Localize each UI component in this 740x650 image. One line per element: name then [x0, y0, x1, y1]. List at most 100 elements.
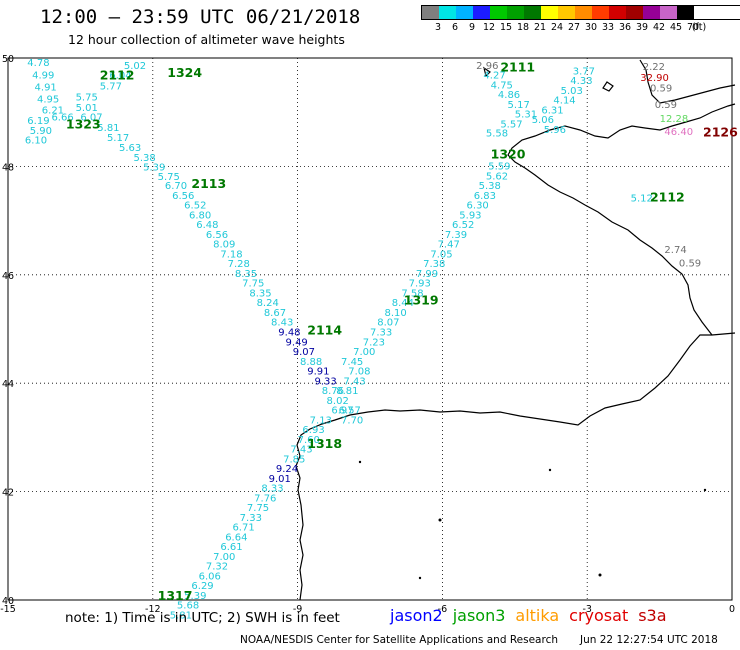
- color-bin-label: 70: [686, 22, 700, 33]
- wave-height-label: 5.02: [124, 61, 146, 72]
- wave-height-label: 6.66: [51, 112, 73, 123]
- coastline: [295, 59, 736, 601]
- color-swatch: [660, 6, 677, 19]
- wave-height-label: 7.05: [430, 249, 452, 260]
- wave-height-label: 6.10: [25, 136, 47, 147]
- pass-number-label: 1318: [307, 436, 342, 451]
- pass-number-label: 2111: [500, 60, 535, 75]
- wave-height-label: 6.48: [196, 220, 218, 231]
- wave-height-label: 6.61: [220, 542, 242, 553]
- pass-number-label: 1324: [167, 65, 202, 80]
- color-bin-label: 18: [516, 22, 530, 33]
- lon-tick-label: -9: [293, 604, 302, 615]
- wave-height-label: 6.21: [42, 105, 64, 116]
- wave-height-label: 9.07: [293, 347, 315, 358]
- wave-height-label: 7.76: [254, 493, 276, 504]
- satellite-cryosat: cryosat: [569, 606, 629, 625]
- color-scale-labels: 3 6 9 12 15 18 21 24 27 30 33 36 39 42 45 70 (ft): [421, 20, 740, 34]
- pass-labels: 2112 1324 1323 2113 2114 1319 1318 1317 2111 1320…: [66, 60, 738, 603]
- wave-height-label: 8.24: [257, 298, 279, 309]
- color-bin-label: 24: [550, 22, 564, 33]
- color-bin-label: 15: [499, 22, 513, 33]
- wave-height-label: 8.43: [271, 318, 293, 329]
- color-bin-label: 6: [451, 22, 459, 33]
- lon-tick-label: 0: [729, 604, 735, 615]
- wave-height-label: 5.58: [486, 129, 508, 140]
- coastline-france-west: [507, 103, 736, 336]
- wave-height-label: 7.43: [343, 376, 365, 387]
- pass-number-label: 1320: [491, 146, 526, 161]
- island: [548, 468, 552, 472]
- wave-height-label: 9.24: [276, 464, 298, 475]
- wave-height-label: 4.33: [570, 76, 592, 87]
- axis-labels: -15 -12 -9 -6 -3 0 50 48 46 44 42 40: [0, 54, 735, 615]
- wave-height-label: 5.68: [177, 601, 199, 612]
- wave-height-label: 6.29: [191, 581, 213, 592]
- wave-height-label: 7.32: [206, 562, 228, 573]
- color-swatch: [524, 6, 541, 19]
- wave-height-label: 7.85: [283, 454, 305, 465]
- islands: [358, 460, 707, 580]
- wave-height-label: 8.07: [377, 318, 399, 329]
- wave-height-label: 6.56: [172, 191, 194, 202]
- wave-height-label: 9.91: [307, 367, 329, 378]
- pass-number-label: 1319: [404, 293, 439, 308]
- satellite-jason3: jason3: [452, 606, 506, 625]
- color-bin-label: 45: [669, 22, 683, 33]
- wave-height-label: 5.59: [488, 162, 510, 173]
- island: [358, 460, 362, 464]
- wave-height-label: 7.33: [240, 513, 262, 524]
- color-swatch: [541, 6, 558, 19]
- wave-height-label: 0.59: [655, 100, 677, 111]
- color-swatch: [439, 6, 456, 19]
- color-bin-label: 39: [635, 22, 649, 33]
- wave-height-label: 8.09: [213, 240, 235, 251]
- wave-height-label: 0.59: [679, 259, 701, 270]
- wave-height-label: 5.39: [143, 163, 165, 174]
- wave-height-label: 9.48: [278, 328, 300, 339]
- color-bin-label: 42: [652, 22, 666, 33]
- satellite-altika: altika: [515, 606, 560, 625]
- wave-height-label: 5.63: [119, 143, 141, 154]
- wave-height-label: 7.13: [310, 415, 332, 426]
- satellite-legend: jason2 jason3 altika cryosat s3a: [390, 606, 677, 625]
- wave-height-label: 6.83: [474, 191, 496, 202]
- wave-height-label: 6.31: [541, 105, 563, 116]
- footer-note: note: 1) Time is in UTC; 2) SWH is in fe…: [65, 610, 340, 626]
- pass-number-label: 2113: [191, 176, 226, 191]
- color-bin-label: 27: [567, 22, 581, 33]
- wave-height-label: 4.75: [491, 80, 513, 91]
- lat-lon-grid: [7, 57, 733, 601]
- wave-height-label: 5.17: [107, 133, 129, 144]
- wave-height-label: 8.10: [384, 308, 406, 319]
- wave-height-label: 46.40: [664, 127, 693, 138]
- wave-height-label: 4.27: [483, 71, 505, 82]
- wave-height-label: 6.56: [206, 230, 228, 241]
- wave-height-label: 8.67: [264, 308, 286, 319]
- wave-height-label: 2.74: [664, 245, 686, 256]
- wave-height-label: 7.93: [409, 279, 431, 290]
- coastline-scilly: [483, 66, 491, 78]
- wave-height-label: 3.77: [573, 66, 595, 77]
- wave-height-label: 5.81: [170, 610, 192, 621]
- wave-height-label: 8.88: [300, 357, 322, 368]
- color-bin-label: 33: [601, 22, 615, 33]
- wave-height-label: 4.86: [498, 90, 520, 101]
- lat-tick-label: 44: [2, 379, 14, 390]
- credit-line: NOAA/NESDIS Center for Satellite Applica…: [240, 634, 558, 646]
- wave-height-label: 4.95: [37, 94, 59, 105]
- wave-height-label: 7.23: [363, 337, 385, 348]
- wave-height-label: 7.58: [401, 288, 423, 299]
- wave-height-label: 8.44: [392, 298, 414, 309]
- color-swatch: [575, 6, 592, 19]
- island: [703, 488, 707, 492]
- wave-height-label: 6.52: [452, 220, 474, 231]
- wave-height-label: 7.99: [416, 269, 438, 280]
- pass-number-label: 1323: [66, 116, 101, 131]
- wave-height-label: 4.99: [32, 71, 54, 82]
- satellite-jason2: jason2: [390, 606, 443, 625]
- color-swatch: [490, 6, 507, 19]
- pass-number-label: 2114: [307, 322, 342, 337]
- lon-tick-label: -6: [438, 604, 447, 615]
